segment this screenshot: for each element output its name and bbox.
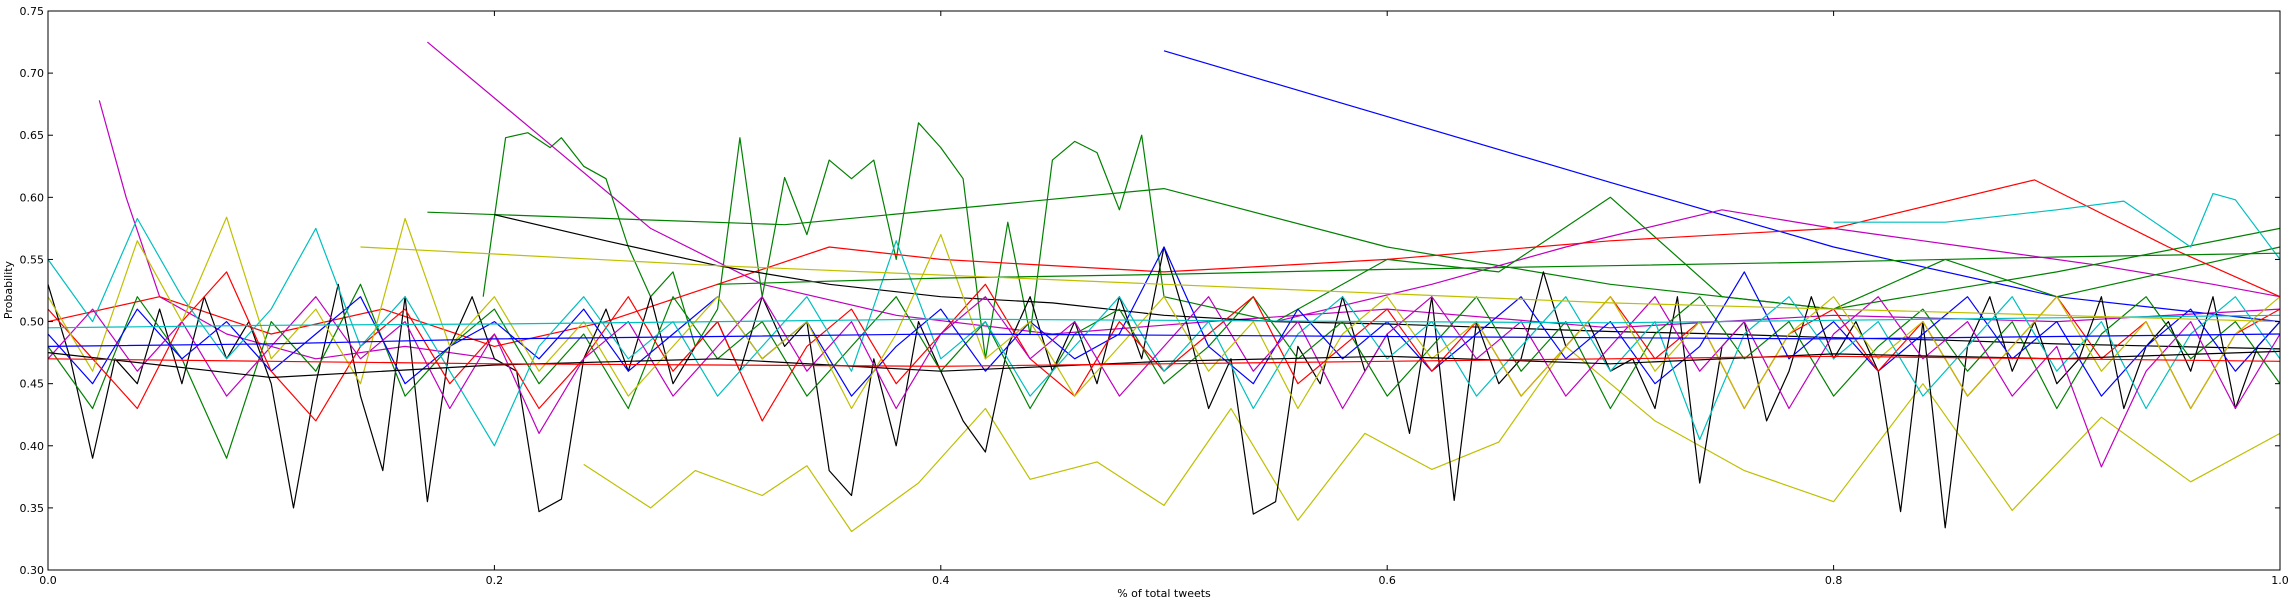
series-line-1 [1163,50,2281,323]
series-layer [47,41,2281,533]
series-line-10 [583,345,2281,533]
x-tick-label: 0.4 [932,574,950,587]
series-line-3 [98,100,495,360]
y-tick-label: 0.35 [20,502,45,515]
ticks-layer: 0.0 0.2 0.4 0.6 0.8 1.0 0.30 0.35 0.40 0.45 0.50 0.… [20,5,2289,587]
series-line-7 [1163,196,2281,323]
series-line-5 [427,188,2281,310]
y-tick-label: 0.60 [20,191,45,204]
series-line-12 [47,246,2281,529]
y-tick-label: 0.75 [20,5,45,18]
x-tick-label: 0.0 [39,574,57,587]
series-line-16 [47,217,2281,447]
series-line-8 [47,179,2281,347]
series-line-24 [360,246,2281,323]
y-tick-label: 0.50 [20,316,45,329]
series-line-20 [717,252,2281,285]
y-tick-label: 0.65 [20,129,45,142]
y-tick-label: 0.30 [20,564,45,577]
y-tick-label: 0.70 [20,67,45,80]
series-line-18 [47,216,2281,410]
series-line-14 [47,246,2281,397]
x-tick-label: 0.8 [1825,574,1843,587]
series-line-9 [1833,193,2281,260]
x-tick-label: 0.6 [1378,574,1396,587]
x-tick-label: 1.0 [2271,574,2289,587]
series-line-23 [47,314,2281,329]
series-line-11 [494,214,2281,350]
plot-frame [47,10,2281,571]
series-line-19 [47,350,2281,379]
y-axis-label: Probability [2,260,15,319]
series-line-22 [47,355,2281,367]
y-tick-label: 0.55 [20,253,45,266]
y-tick-label: 0.45 [20,378,45,391]
y-tick-label: 0.40 [20,440,45,453]
x-tick-label: 0.2 [486,574,504,587]
x-axis-label: % of total tweets [1117,587,1211,600]
series-line-21 [47,333,2281,347]
series-line-13 [47,283,2281,459]
series-line-6 [482,122,1165,360]
